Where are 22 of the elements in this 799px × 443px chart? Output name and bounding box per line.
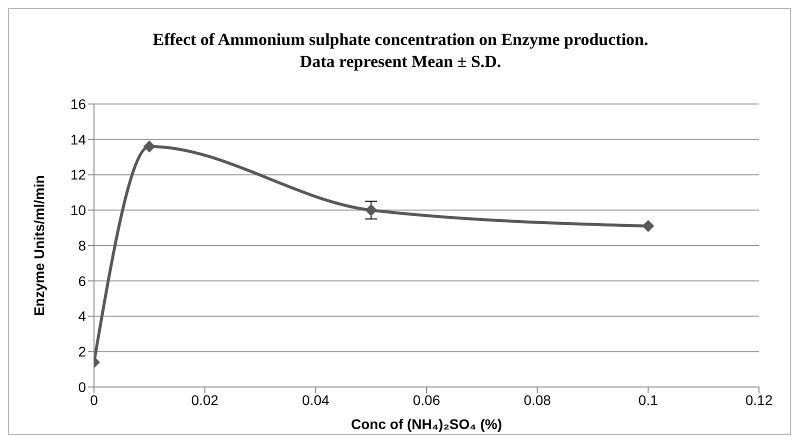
y-tick-label: 10 (70, 202, 86, 218)
y-axis-title: Enzyme Units/ml/min (30, 175, 47, 316)
y-tick-label: 12 (70, 166, 86, 183)
y-tick-label: 0 (78, 378, 86, 395)
point (143, 140, 156, 152)
x-axis-title: Conc of (NH₄)₂SO₄ (%) (351, 416, 502, 432)
x-tick-label: 0.02 (191, 392, 219, 408)
x-tick-label: 0.06 (412, 392, 440, 408)
x-tick-label: 0.1 (638, 392, 658, 408)
x-tick-label: 0 (90, 392, 98, 408)
x-tick-label: 0.12 (745, 392, 773, 408)
y-tick-label: 6 (78, 272, 86, 289)
x-tick-label: 0.04 (302, 392, 330, 408)
y-tick-label: 4 (78, 308, 86, 324)
chart-title: Effect of Ammonium sulphate concentration on Enzyme production. Data represent Mean ± S.D. (152, 29, 650, 73)
x-tick-label: 0.08 (524, 392, 552, 408)
y-tick-label: 8 (78, 237, 86, 254)
y-tick-label: 14 (70, 131, 86, 148)
point (642, 220, 654, 232)
y-tick-label: 2 (78, 344, 86, 360)
point (365, 204, 378, 216)
y-tick-label: 16 (70, 96, 86, 112)
